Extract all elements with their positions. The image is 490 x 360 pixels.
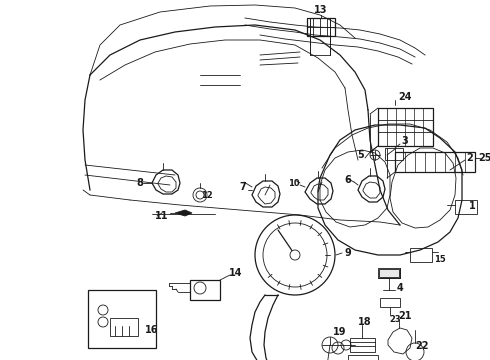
Text: 7: 7: [240, 182, 246, 192]
Bar: [385, 148, 403, 160]
Text: 10: 10: [288, 179, 300, 188]
Bar: [378, 108, 433, 146]
Text: 18: 18: [358, 317, 372, 327]
Bar: [88, 290, 156, 348]
Bar: [380, 298, 400, 307]
Text: 21: 21: [398, 311, 412, 321]
Text: 4: 4: [396, 283, 403, 293]
Text: 23: 23: [389, 315, 401, 324]
Text: 1: 1: [468, 201, 475, 211]
Bar: [307, 18, 335, 36]
Bar: [350, 338, 375, 352]
Text: 14: 14: [229, 268, 243, 278]
Bar: [110, 318, 138, 336]
Bar: [410, 248, 432, 262]
Bar: [455, 200, 477, 214]
Text: 8: 8: [137, 178, 144, 188]
Circle shape: [290, 250, 300, 260]
Text: 15: 15: [434, 256, 446, 265]
Bar: [378, 268, 400, 278]
Text: 6: 6: [344, 175, 351, 185]
Text: 9: 9: [344, 248, 351, 258]
Polygon shape: [175, 210, 192, 216]
Bar: [395, 152, 475, 172]
Text: 24: 24: [398, 92, 412, 102]
Text: 22: 22: [415, 341, 429, 351]
Bar: [379, 269, 399, 277]
Text: 12: 12: [201, 190, 213, 199]
Text: 19: 19: [333, 327, 347, 337]
Bar: [310, 18, 330, 55]
Bar: [348, 355, 378, 360]
Text: 2: 2: [466, 153, 473, 163]
Text: 3: 3: [402, 136, 408, 146]
Bar: [190, 280, 220, 300]
Text: 16: 16: [145, 325, 159, 335]
Text: 25: 25: [478, 153, 490, 163]
Text: 11: 11: [155, 211, 169, 221]
Text: 13: 13: [314, 5, 328, 15]
Text: 5: 5: [358, 150, 365, 160]
